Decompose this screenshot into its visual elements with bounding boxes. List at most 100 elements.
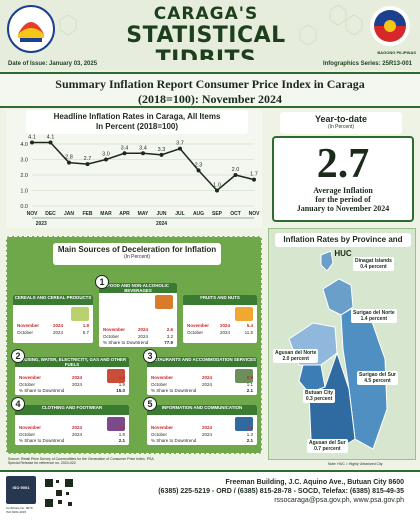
x-tick-label: OCT xyxy=(230,211,241,217)
data-point xyxy=(104,157,108,162)
deceleration-card: CLOTHING AND FOOTWEAR November 2024 1.7 Octo… xyxy=(15,405,129,445)
emails: rssocaraga@psa.gov.ph, www.psa.gov.ph xyxy=(274,497,404,504)
oct-year: 2024 xyxy=(220,330,231,335)
data-label: 4.1 xyxy=(28,134,36,140)
data-point xyxy=(159,152,164,157)
brand-line1: CARAGA'S xyxy=(153,4,259,24)
title-line2: (2018=100): November 2024 xyxy=(138,92,282,106)
deceleration-card: FOOD AND NON-ALCOHOLIC BEVERAGES November… xyxy=(99,283,177,347)
nov-value: 2.6 xyxy=(166,327,173,332)
oct-label: October xyxy=(19,382,36,387)
header: CARAGA'S STATISTICAL TIDBITS BAGONG PILI… xyxy=(0,0,420,72)
data-point xyxy=(252,177,256,182)
province-rate: 0.7 percent xyxy=(314,446,341,452)
data-label: 3.7 xyxy=(176,141,184,147)
data-point xyxy=(85,162,90,167)
x-tick-label: JAN xyxy=(64,211,74,217)
iso-logo: ISO 9001 xyxy=(6,476,36,504)
oct-year: 2024 xyxy=(72,382,83,387)
x-tick-label: AUG xyxy=(193,211,204,217)
x-tick-label: NOV xyxy=(27,211,39,217)
nov-year: 2024 xyxy=(138,327,149,332)
headline-chart-panel: Headline Inflation Rates in Caraga, All … xyxy=(6,110,262,228)
nov-year: 2024 xyxy=(202,425,213,430)
nov-label: November xyxy=(19,375,42,380)
map-heading: Inflation Rates by Province and HUC xyxy=(275,233,411,258)
nov-year: 2024 xyxy=(53,323,64,328)
ytd-title: Year-to-date xyxy=(314,114,367,124)
card-title: CLOTHING AND FOOTWEAR xyxy=(15,405,129,415)
share-label: % Share to Downtrend xyxy=(151,438,197,443)
year-label: 2024 xyxy=(156,221,167,227)
x-tick-label: APR xyxy=(119,211,130,217)
share-value: 2.1 xyxy=(118,438,125,443)
data-point xyxy=(122,151,127,156)
data-point xyxy=(48,140,53,145)
x-tick-label: FEB xyxy=(83,211,93,217)
issue-date: Date of Issue: January 03, 2025 xyxy=(8,61,98,67)
data-label: 3.3 xyxy=(158,147,166,153)
nov-label: November xyxy=(151,375,174,380)
oct-year: 2024 xyxy=(53,330,64,335)
nov-year: 2024 xyxy=(72,425,83,430)
province-label: Dinagat Islands 0.4 percent xyxy=(353,257,394,271)
oct-label: October xyxy=(151,382,168,387)
ytd-caption-2: for the period of xyxy=(315,195,371,204)
x-tick-label: JUL xyxy=(175,211,184,217)
card-title: RESTAURANTS AND ACCOMMODATION SERVICES xyxy=(147,357,257,367)
report-title: Summary Inflation Report Consumer Price … xyxy=(0,72,420,108)
province-name: Butuan City xyxy=(305,390,334,396)
category-image xyxy=(107,417,125,431)
province-map-panel: Inflation Rates by Province and HUC Dina… xyxy=(268,228,416,460)
data-point xyxy=(233,173,238,177)
qr-code-icon xyxy=(44,478,74,508)
nov-label: November xyxy=(187,323,210,328)
card-title: FOOD AND NON-ALCOHOLIC BEVERAGES xyxy=(99,283,177,293)
oct-value: 11.5 xyxy=(244,330,253,335)
card-title: CEREALS AND CEREAL PRODUCTS xyxy=(13,295,93,305)
footer: ISO 9001 Certificate No. 8679 ISO 9001:2… xyxy=(0,470,420,530)
rank-badge: 3 xyxy=(143,349,157,363)
category-image xyxy=(155,295,173,309)
oct-value: 1.1 xyxy=(246,382,253,387)
hexagon-pattern xyxy=(59,4,363,46)
y-tick-label: 4.0 xyxy=(20,142,28,148)
nov-label: November xyxy=(103,327,126,332)
nov-year: 2024 xyxy=(202,375,213,380)
y-tick-label: 0.0 xyxy=(20,204,28,210)
card-title: HOUSING, WATER, ELECTRICITY, GAS AND OTH… xyxy=(15,357,129,367)
y-tick-label: 3.0 xyxy=(20,158,28,164)
nov-value: 0.9 xyxy=(246,375,253,380)
data-point xyxy=(215,188,219,193)
surigao-norte-shape xyxy=(322,278,354,316)
year-label: 2023 xyxy=(36,221,47,227)
nov-label: November xyxy=(17,323,40,328)
x-tick-label: DEC xyxy=(45,211,56,217)
phones: (6385) 225-5219 - ORD / (6385) 815-28-78… xyxy=(158,488,404,495)
x-tick-label: MAY xyxy=(138,211,149,217)
nov-year: 2024 xyxy=(220,323,231,328)
share-label: % Share to Downtrend xyxy=(19,388,65,393)
certificate-note: Certificate No. 8679 ISO 9001:2015 xyxy=(6,506,33,514)
oct-value: 5.7 xyxy=(82,330,89,335)
data-label: 4.1 xyxy=(47,134,55,140)
deceleration-card: RESTAURANTS AND ACCOMMODATION SERVICES No… xyxy=(147,357,257,395)
ytd-value: 2.7 xyxy=(316,141,370,187)
oct-year: 2024 xyxy=(72,432,83,437)
address: Freeman Building, J.C. Aquino Ave., Butu… xyxy=(225,479,404,486)
flag-label: BAGONG PILIPINAS xyxy=(377,50,416,55)
deceleration-card: HOUSING, WATER, ELECTRICITY, GAS AND OTH… xyxy=(15,357,129,395)
chart-heading-line2: In Percent (2018=100) xyxy=(95,122,179,131)
card-title: FRUITS AND NUTS xyxy=(183,295,257,305)
contact-info: Freeman Building, J.C. Aquino Ave., Butu… xyxy=(110,478,404,505)
province-rate: 0.3 percent xyxy=(305,396,333,402)
province-label: Agusan del Sur 0.7 percent xyxy=(307,439,348,453)
data-label: 1.7 xyxy=(250,172,258,178)
dinagat-shape xyxy=(320,250,334,272)
bagong-pilipinas-logo xyxy=(370,6,410,46)
share-value: 2.1 xyxy=(246,388,253,393)
category-image xyxy=(235,369,253,383)
nov-label: November xyxy=(19,425,42,430)
title-line1: Summary Inflation Report Consumer Price … xyxy=(55,77,365,91)
x-tick-label: SEP xyxy=(212,211,223,217)
